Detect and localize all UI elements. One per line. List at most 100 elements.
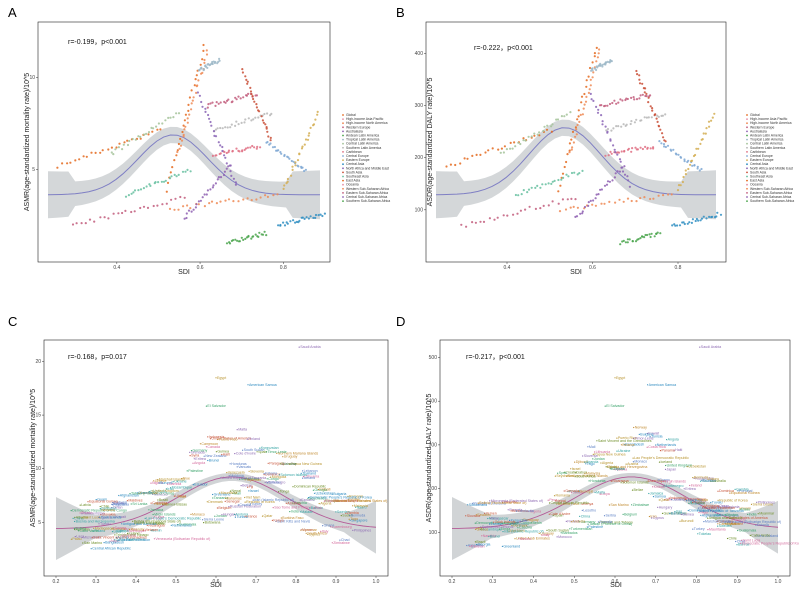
c-country-point <box>209 438 211 440</box>
b-region-point <box>626 97 629 101</box>
c-country-label: Belarus <box>103 508 115 512</box>
b-region-point <box>697 219 700 222</box>
c-country-label: Venezuela <box>228 471 245 475</box>
c-country-point <box>264 481 266 483</box>
a-region-point <box>177 112 181 115</box>
a-region-point <box>292 219 295 222</box>
d-country-point <box>747 513 749 516</box>
c-country-label: Myanmar <box>302 528 318 532</box>
c-country-label: Ghana <box>324 524 335 528</box>
b-region-point <box>502 151 505 154</box>
b-legend-swatch <box>746 151 748 153</box>
c-country-label: Seychelles <box>309 497 327 501</box>
b-region-point <box>503 145 506 148</box>
d-country-point <box>528 510 530 512</box>
d-country-label: Estonia <box>757 523 769 527</box>
b-region-point <box>715 215 718 218</box>
b-region-point <box>593 55 596 58</box>
c-country-label: Moldova <box>230 474 244 478</box>
a-legend-swatch <box>342 126 344 129</box>
a-region-point <box>271 146 275 149</box>
b-region-point <box>585 79 588 82</box>
c-country-point <box>153 523 155 525</box>
b-region-point <box>616 170 619 173</box>
c-country-label: Libya <box>156 515 165 519</box>
c-country-point <box>79 512 81 514</box>
b-region-point <box>511 147 514 150</box>
b-region-point <box>499 151 502 154</box>
b-region-point <box>708 215 711 218</box>
b-region-point <box>560 115 564 118</box>
c-country-label: Cote d'Ivoire <box>236 452 256 456</box>
a-region-point <box>234 96 237 99</box>
a-region-point <box>66 162 69 165</box>
a-legend-label: Caribbean <box>346 150 362 154</box>
b-region-point <box>662 136 665 139</box>
d-country-label: Djibouti <box>576 460 588 464</box>
b-region-point <box>557 202 560 205</box>
d-x-tick-label: 0.6 <box>612 579 619 585</box>
a-region-point <box>251 95 254 98</box>
d-country-label: Belgium <box>624 512 637 516</box>
c-country-label: Haiti <box>223 453 230 457</box>
d-country-label: Maldives <box>688 499 702 503</box>
a-region-point <box>85 155 88 158</box>
b-legend-label: Australasia <box>750 129 767 133</box>
a-region-point <box>323 212 326 215</box>
c-country-point <box>237 504 239 506</box>
d-country-point <box>699 346 701 348</box>
c-country-point <box>114 539 116 541</box>
d-country-label: Norway <box>635 426 647 430</box>
a-region-point <box>179 144 183 147</box>
d-country-label: Ghana <box>728 513 739 517</box>
b-region-point <box>634 240 638 243</box>
c-country-label: Norway <box>156 502 168 506</box>
c-country-label: Equatorial Guinea <box>89 500 118 504</box>
d-country-label: United Kingdom <box>667 464 693 468</box>
c-country-point <box>157 479 159 481</box>
a-region-point <box>118 142 121 145</box>
a-region-point <box>147 133 150 136</box>
d-country-point <box>608 504 611 506</box>
d-country-label: United Arab Emirates <box>516 537 550 541</box>
b-region-point <box>638 82 642 85</box>
b-region-point <box>606 104 609 107</box>
c-country-label: Lesotho <box>114 530 127 534</box>
d-country-label: United States of America <box>728 516 768 520</box>
a-region-point <box>258 231 261 234</box>
c-country-label: Mozambique <box>172 486 193 490</box>
d-y-tick-label: 200 <box>429 486 438 492</box>
c-country-point <box>347 499 349 501</box>
d-country-point <box>692 477 694 479</box>
a-legend-swatch <box>342 118 344 120</box>
d-country-point <box>620 482 622 484</box>
d-country-label: Philippines <box>758 500 776 504</box>
b-legend-swatch <box>746 183 748 186</box>
c-country-label: Lithuania <box>305 475 320 479</box>
a-region-point <box>155 125 158 128</box>
c-country-label: Lao People's Democratic Republic <box>146 516 201 520</box>
c-country-label: Cuba <box>153 517 162 521</box>
c-country-point <box>203 455 205 457</box>
c-country-label: Virgin Islands <box>154 513 176 517</box>
d-country-label: Mali <box>589 445 596 449</box>
a-region-point <box>246 82 249 85</box>
b-region-point <box>534 186 537 189</box>
a-region-point <box>296 159 300 162</box>
a-region-point <box>84 222 87 225</box>
a-region-point <box>297 165 300 168</box>
d-country-label: China <box>581 514 590 518</box>
a-region-point <box>182 133 185 136</box>
a-region-point <box>139 206 142 210</box>
d-country-point <box>726 517 728 519</box>
d-country-label: Samoa <box>655 495 666 499</box>
d-country-point <box>717 499 719 501</box>
b-region-point <box>647 96 650 99</box>
d-country-point <box>749 534 751 537</box>
b-region-point <box>631 240 634 243</box>
c-country-label: Georgia <box>314 488 327 492</box>
c-country-point <box>302 476 305 478</box>
d-country-label: Tunisia <box>651 435 662 439</box>
d-country-point <box>570 521 572 523</box>
b-region-point <box>674 224 677 227</box>
